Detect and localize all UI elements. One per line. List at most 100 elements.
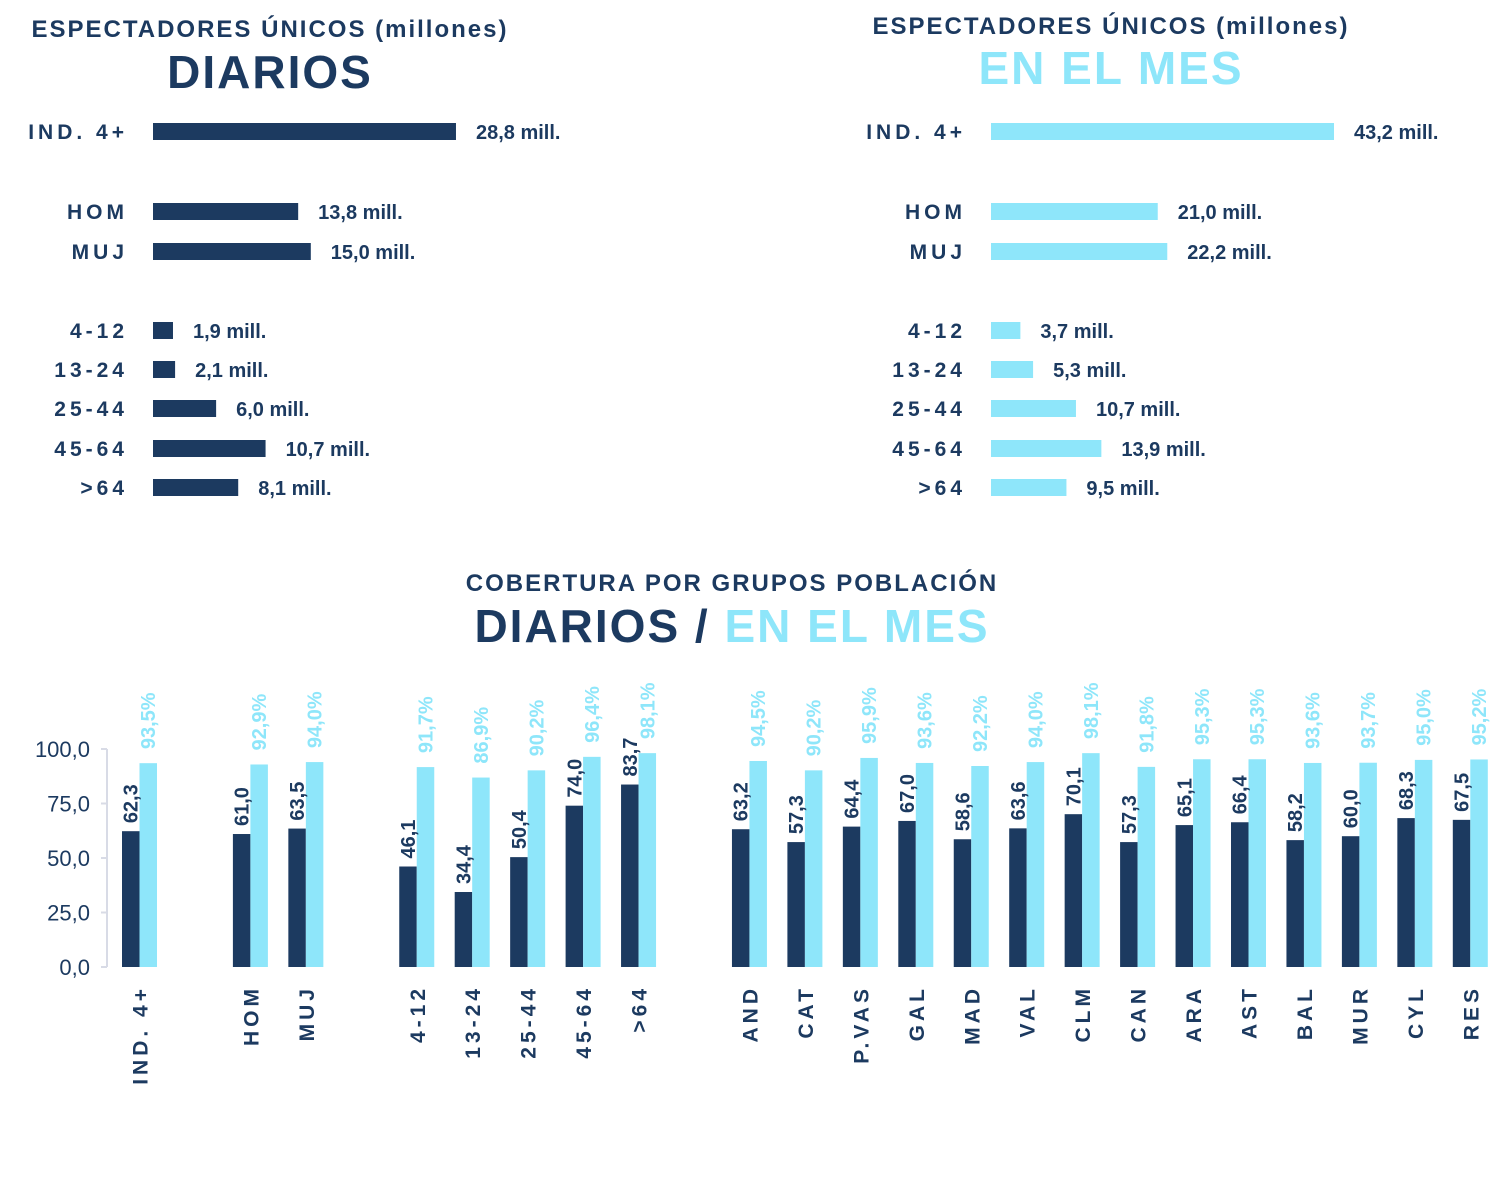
data-label-mes: 86,9%	[471, 707, 493, 764]
right-chart-subtitle: EN EL MES	[978, 42, 1243, 94]
bar	[991, 123, 1335, 140]
bar-diarios	[1064, 814, 1083, 967]
bar-diarios	[731, 829, 750, 967]
data-label-mes: 95,2%	[1469, 689, 1491, 746]
data-label-diarios: 65,1	[1174, 778, 1196, 817]
category-label: HOM	[905, 201, 966, 224]
category-label: 25-44	[518, 985, 541, 1059]
data-label: 6,0 mill.	[236, 399, 309, 421]
right-chart-title: ESPECTADORES ÚNICOS (millones)	[873, 12, 1350, 40]
category-label: HOM	[67, 201, 128, 224]
bar	[153, 243, 311, 260]
category-label: 25-44	[54, 398, 128, 421]
category-label: CLM	[1072, 985, 1095, 1043]
bar-diarios	[565, 805, 584, 967]
category-label: 45-64	[54, 438, 128, 461]
category-label: RES	[1460, 985, 1483, 1040]
data-label: 28,8 mill.	[476, 122, 561, 144]
data-label-mes: 91,8%	[1136, 696, 1158, 753]
data-label: 2,1 mill.	[195, 360, 268, 382]
category-label: 13-24	[462, 985, 485, 1059]
category-label: MUJ	[72, 241, 128, 264]
y-tick-label: 50,0	[47, 846, 90, 871]
data-label-mes: 98,1%	[1081, 682, 1103, 739]
bar-diarios	[787, 842, 805, 967]
data-label-diarios: 34,4	[453, 844, 475, 884]
data-label: 8,1 mill.	[258, 478, 331, 500]
bar	[991, 361, 1034, 378]
data-label-diarios: 63,2	[731, 782, 753, 821]
bar	[991, 479, 1067, 496]
data-label-diarios: 67,0	[897, 774, 919, 813]
bar	[991, 322, 1021, 339]
category-label: HOM	[240, 985, 263, 1046]
bar	[153, 322, 173, 339]
category-label: >64	[629, 985, 652, 1033]
category-label: CYL	[1405, 985, 1428, 1039]
data-label: 13,8 mill.	[318, 202, 403, 224]
data-label-mes: 93,6%	[915, 692, 937, 749]
category-label: 25-44	[892, 398, 966, 421]
category-label: MUR	[1349, 985, 1372, 1045]
bar-mes	[915, 762, 934, 967]
bar-diarios	[122, 831, 140, 967]
category-label: AND	[739, 985, 762, 1043]
bar-mes	[416, 767, 435, 967]
bar-mes	[971, 766, 989, 967]
bar-diarios	[1397, 818, 1415, 967]
bar-diarios	[454, 892, 473, 967]
category-label: BAL	[1294, 985, 1317, 1040]
bar	[153, 400, 217, 417]
data-label-mes: 94,0%	[305, 691, 327, 748]
left-chart-subtitle: DIARIOS	[167, 46, 373, 98]
category-label: 4-12	[70, 320, 128, 343]
category-label: IND. 4+	[28, 121, 128, 144]
category-label: GAL	[906, 985, 929, 1041]
bar	[991, 440, 1102, 457]
bar-diarios	[1120, 842, 1138, 967]
data-label-mes: 96,4%	[582, 686, 604, 743]
data-label: 22,2 mill.	[1187, 242, 1272, 264]
data-label-diarios: 58,6	[953, 792, 975, 831]
data-label-mes: 93,5%	[138, 692, 160, 749]
data-label: 5,3 mill.	[1053, 360, 1126, 382]
data-label-diarios: 70,1	[1063, 767, 1085, 806]
bar-mes	[1470, 759, 1488, 967]
data-label-diarios: 60,0	[1341, 789, 1363, 828]
bar-mes	[1026, 762, 1045, 967]
data-label: 9,5 mill.	[1086, 478, 1159, 500]
left-chart-title: ESPECTADORES ÚNICOS (millones)	[32, 15, 509, 43]
bar-diarios	[898, 820, 916, 967]
bar	[153, 123, 456, 140]
bar-mes	[638, 753, 657, 967]
data-label-diarios: 57,3	[786, 795, 808, 834]
y-tick-label: 75,0	[47, 792, 90, 817]
bar-mes	[1359, 762, 1377, 967]
bar-mes	[804, 770, 823, 967]
bar-diarios	[953, 839, 972, 967]
data-label-mes: 92,9%	[249, 694, 271, 751]
bar	[153, 361, 176, 378]
bar-mes	[472, 777, 490, 967]
bar	[153, 479, 239, 496]
data-label-mes: 93,7%	[1358, 692, 1380, 749]
bar-mes	[305, 762, 324, 967]
data-label-diarios: 67,5	[1452, 773, 1474, 812]
bar-mes	[1082, 753, 1100, 967]
bar-diarios	[1009, 828, 1027, 967]
bar-mes	[139, 763, 157, 967]
bar-diarios	[510, 857, 528, 967]
bar	[991, 243, 1168, 260]
data-label: 15,0 mill.	[331, 242, 416, 264]
bar-diarios	[232, 834, 251, 967]
bar-mes	[1303, 762, 1322, 967]
bar-mes	[583, 756, 601, 967]
data-label-mes: 95,3%	[1192, 688, 1214, 745]
bar-mes	[1193, 759, 1211, 967]
bar-diarios	[1341, 836, 1360, 967]
bar-diarios	[1286, 840, 1304, 967]
bar-diarios	[1175, 825, 1194, 967]
data-label-diarios: 50,4	[509, 809, 531, 849]
data-label: 10,7 mill.	[1096, 399, 1181, 421]
category-label: CAN	[1128, 985, 1151, 1043]
